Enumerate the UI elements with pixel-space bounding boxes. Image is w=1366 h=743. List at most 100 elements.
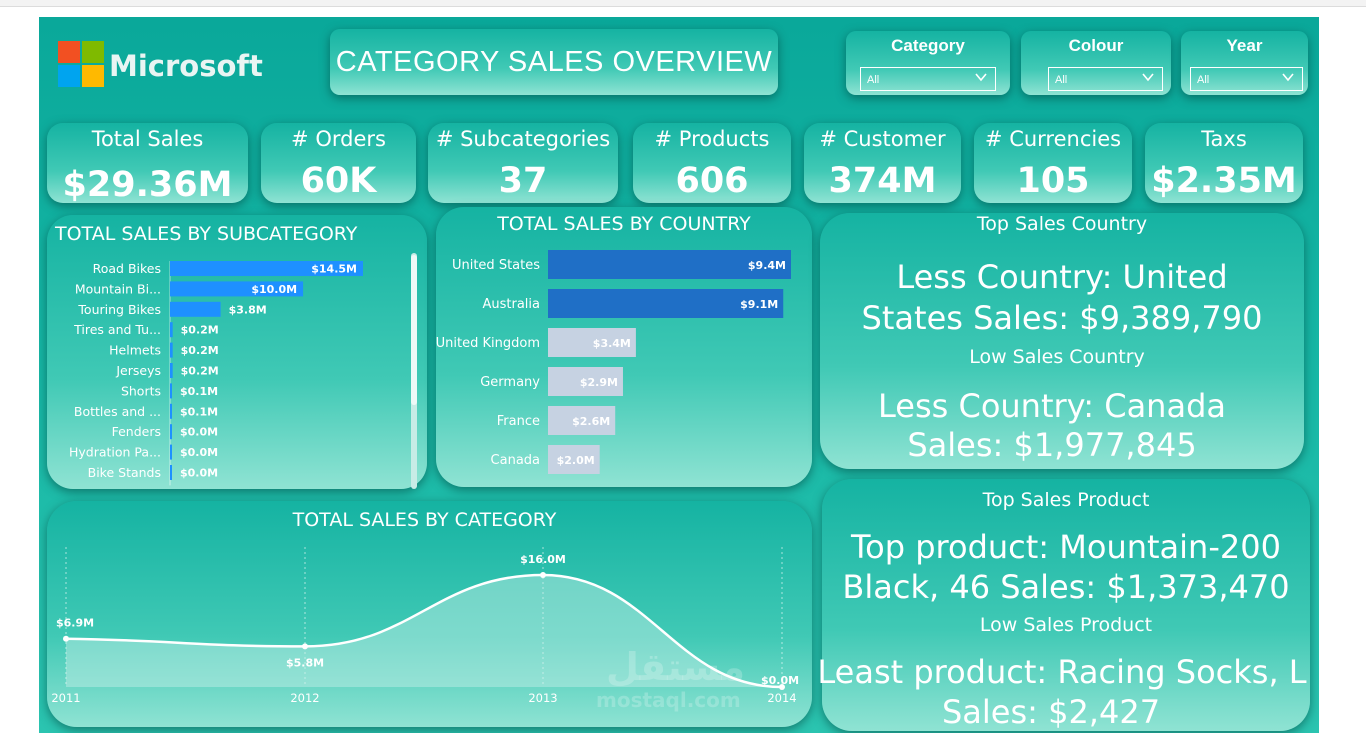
area-fill bbox=[66, 575, 782, 687]
country-label: Germany bbox=[480, 375, 540, 390]
country-bar bbox=[548, 250, 791, 279]
kpi-value: $2.35M bbox=[1151, 161, 1297, 201]
low-product-title: Low Sales Product bbox=[979, 614, 1153, 636]
subcategory-bar-chart: Road Bikes $14.5M Mountain Bi... $10.0M Tour… bbox=[69, 261, 363, 486]
data-value-label: $6.9M bbox=[56, 617, 94, 630]
top-product-title: Top Sales Product bbox=[982, 489, 1150, 511]
subcategory-value-label: $0.1M bbox=[180, 405, 218, 418]
kpi-total-sales: Total Sales $29.36M bbox=[47, 123, 248, 205]
country-label: United States bbox=[452, 258, 540, 273]
data-point bbox=[779, 684, 785, 690]
subcategory-value-label: $10.0M bbox=[251, 283, 297, 296]
country-bar bbox=[548, 406, 616, 435]
subcategory-label: Helmets bbox=[109, 343, 161, 358]
category-chart-title: TOTAL SALES BY CATEGORY bbox=[292, 509, 557, 531]
country-bar bbox=[548, 328, 636, 357]
category-chart-card: TOTAL SALES BY CATEGORY $6.9M $5.8M $16.0M… bbox=[47, 501, 812, 727]
top-country-line-1: Less Country: United bbox=[896, 258, 1228, 296]
subcategory-bar bbox=[170, 322, 173, 338]
filter-year-label: Year bbox=[1226, 36, 1263, 55]
filter-category-label: Category bbox=[891, 36, 965, 55]
low-product-line-2: Sales: $2,427 bbox=[941, 693, 1161, 731]
x-tick-label: 2013 bbox=[528, 691, 557, 705]
top-country-title: Top Sales Country bbox=[976, 213, 1148, 235]
subcategory-label: Tires and Tu... bbox=[73, 322, 161, 337]
low-country-title: Low Sales Country bbox=[969, 346, 1145, 368]
subcategory-bar bbox=[170, 444, 172, 460]
subcategory-value-label: $0.0M bbox=[180, 467, 218, 480]
subcategory-label: Touring Bikes bbox=[77, 302, 161, 317]
kpi-orders: # Orders 60K bbox=[261, 123, 416, 203]
chevron-down-icon bbox=[975, 73, 987, 82]
logo-square-blue bbox=[58, 65, 80, 87]
country-value-label: $2.9M bbox=[580, 376, 618, 389]
kpi-label: # Products bbox=[654, 127, 770, 151]
kpi-customer: # Customer 374M bbox=[804, 123, 961, 203]
kpi-currencies: # Currencies 105 bbox=[974, 123, 1132, 203]
subcategory-bar bbox=[170, 261, 363, 276]
subcategory-bar bbox=[170, 301, 221, 317]
country-bar bbox=[548, 289, 784, 318]
subcategory-bar bbox=[170, 363, 173, 378]
country-chart-card: TOTAL SALES BY COUNTRY United States $9.4… bbox=[436, 207, 812, 487]
scrollbar-thumb[interactable] bbox=[411, 255, 417, 405]
kpi-value: 37 bbox=[498, 161, 548, 201]
kpi-label: Total Sales bbox=[91, 127, 204, 151]
kpi-value: 105 bbox=[1016, 161, 1090, 201]
x-tick-label: 2014 bbox=[767, 691, 796, 705]
kpi-value: 60K bbox=[300, 161, 377, 201]
chevron-down-icon bbox=[1142, 73, 1154, 82]
x-tick-label: 2012 bbox=[290, 691, 319, 705]
subcategory-label: Road Bikes bbox=[93, 261, 161, 276]
low-product-line-1: Least product: Racing Socks, L bbox=[817, 653, 1307, 691]
subcategory-label: Hydration Pa... bbox=[69, 445, 161, 460]
subcategory-value-label: $0.2M bbox=[181, 324, 219, 337]
filter-category: Category All bbox=[846, 31, 1010, 95]
kpi-subcategories: # Subcategories 37 bbox=[428, 123, 618, 203]
kpi-value: 374M bbox=[828, 161, 937, 201]
top-product-line-1: Top product: Mountain-200 bbox=[851, 528, 1281, 566]
low-country-line-2: Sales: $1,977,845 bbox=[907, 426, 1197, 464]
data-value-label: $0.0M bbox=[761, 674, 799, 687]
country-value-label: $9.1M bbox=[740, 298, 778, 311]
filter-year: Year All bbox=[1181, 31, 1308, 95]
kpi-label: # Orders bbox=[291, 127, 386, 151]
subcategory-scrollbar[interactable] bbox=[411, 253, 417, 489]
country-label: France bbox=[497, 414, 540, 429]
kpi-taxs: Taxs $2.35M bbox=[1145, 123, 1303, 203]
category-dropdown[interactable]: All bbox=[860, 67, 996, 91]
country-value-label: $9.4M bbox=[748, 259, 786, 272]
data-value-label: $5.8M bbox=[286, 656, 324, 669]
kpi-value: $29.36M bbox=[62, 165, 233, 205]
country-value-label: $2.0M bbox=[557, 454, 595, 467]
data-point bbox=[302, 643, 308, 650]
page-title: CATEGORY SALES OVERVIEW bbox=[330, 29, 778, 95]
subcategory-bar bbox=[170, 342, 173, 358]
country-label: Canada bbox=[491, 453, 540, 468]
data-value-label: $16.0M bbox=[520, 553, 566, 566]
browser-top-strip bbox=[0, 0, 1366, 7]
subcategory-bar bbox=[170, 465, 172, 480]
kpi-label: # Subcategories bbox=[435, 127, 611, 151]
country-value-label: $3.4M bbox=[593, 337, 631, 350]
year-dropdown[interactable]: All bbox=[1190, 67, 1303, 91]
country-bar bbox=[548, 445, 600, 474]
low-country-line-1: Less Country: Canada bbox=[878, 387, 1226, 425]
filter-colour-label: Colour bbox=[1068, 36, 1124, 55]
chevron-down-icon bbox=[1282, 73, 1294, 82]
x-tick-label: 2011 bbox=[51, 691, 80, 705]
country-bar bbox=[548, 367, 623, 396]
category-area-chart: $6.9M $5.8M $16.0M $0.0M 2011 2012 2013 2014 bbox=[51, 547, 799, 705]
logo-square-green bbox=[82, 41, 104, 63]
top-product-line-2: Black, 46 Sales: $1,373,470 bbox=[842, 568, 1290, 606]
filter-colour: Colour All bbox=[1021, 31, 1171, 95]
subcategory-bar bbox=[170, 383, 172, 399]
top-sales-country-card: Top Sales Country Less Country: United S… bbox=[820, 213, 1304, 469]
subcategory-label: Bike Stands bbox=[88, 465, 161, 480]
subcategory-bar bbox=[170, 403, 172, 419]
dashboard-canvas: Microsoft CATEGORY SALES OVERVIEW Catego… bbox=[39, 17, 1319, 733]
kpi-value: 606 bbox=[675, 161, 749, 201]
subcategory-bar bbox=[170, 281, 304, 297]
colour-dropdown[interactable]: All bbox=[1048, 67, 1163, 91]
subcategory-value-label: $0.1M bbox=[180, 385, 218, 398]
